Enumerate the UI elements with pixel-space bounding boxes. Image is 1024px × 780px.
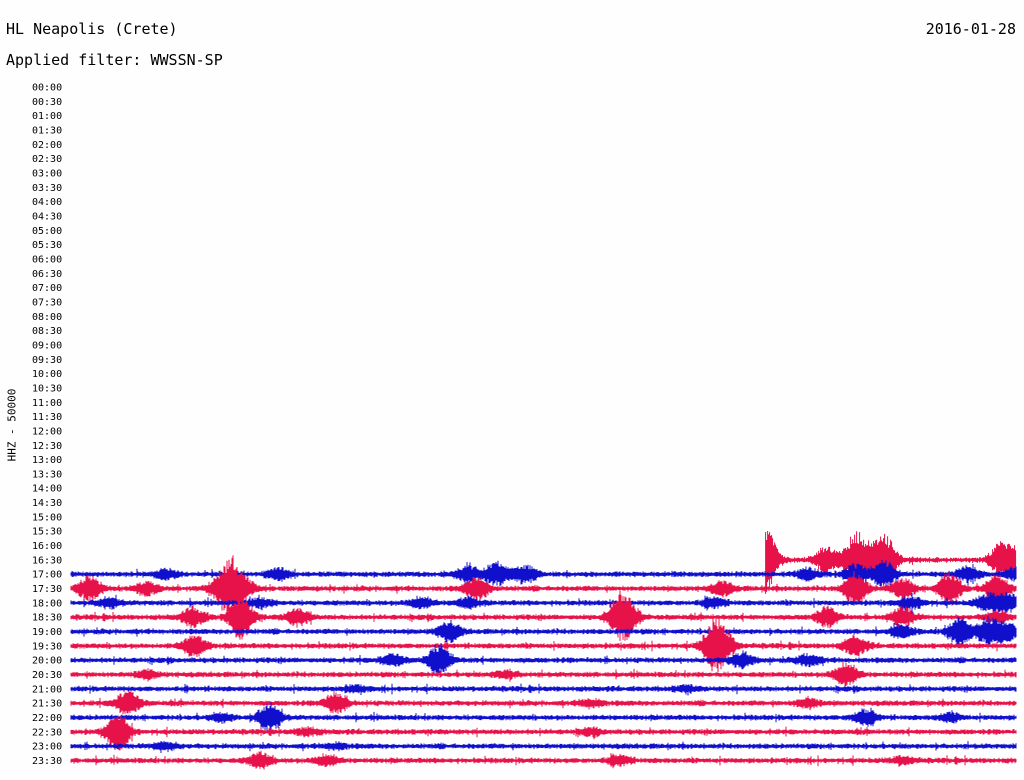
time-tick-1630: 16:30 [32, 555, 62, 566]
time-tick-0430: 04:30 [32, 211, 62, 222]
seismogram-traces [70, 531, 1017, 770]
time-tick-2100: 21:00 [32, 684, 62, 695]
time-tick-1430: 14:30 [32, 498, 62, 509]
filter-label: Applied filter: WWSSN-SP [6, 51, 223, 69]
time-tick-0700: 07:00 [32, 283, 62, 294]
time-tick-0830: 08:30 [32, 326, 62, 337]
time-tick-0930: 09:30 [32, 355, 62, 366]
time-tick-1400: 14:00 [32, 484, 62, 495]
station-title: HL Neapolis (Crete) [6, 20, 178, 38]
time-tick-1530: 15:30 [32, 527, 62, 538]
time-tick-0500: 05:00 [32, 226, 62, 237]
time-tick-0230: 02:30 [32, 154, 62, 165]
time-tick-0530: 05:30 [32, 240, 62, 251]
time-tick-1330: 13:30 [32, 469, 62, 480]
time-tick-2000: 20:00 [32, 656, 62, 667]
trace-1930 [70, 617, 1017, 673]
time-tick-0730: 07:30 [32, 297, 62, 308]
time-tick-1130: 11:30 [32, 412, 62, 423]
time-tick-0000: 00:00 [32, 83, 62, 94]
time-tick-1700: 17:00 [32, 570, 62, 581]
time-tick-0200: 02:00 [32, 140, 62, 151]
time-tick-1200: 12:00 [32, 426, 62, 437]
time-tick-1800: 18:00 [32, 598, 62, 609]
time-tick-0600: 06:00 [32, 254, 62, 265]
time-tick-0030: 00:30 [32, 97, 62, 108]
time-tick-0330: 03:30 [32, 183, 62, 194]
date-label: 2016-01-28 [925, 20, 1016, 38]
time-tick-2300: 23:00 [32, 742, 62, 753]
time-tick-0400: 04:00 [32, 197, 62, 208]
time-tick-1500: 15:00 [32, 512, 62, 523]
time-tick-1930: 19:30 [32, 641, 62, 652]
time-tick-1300: 13:00 [32, 455, 62, 466]
time-tick-1830: 18:30 [32, 613, 62, 624]
time-tick-2130: 21:30 [32, 699, 62, 710]
time-tick-1100: 11:00 [32, 398, 62, 409]
time-tick-1030: 10:30 [32, 383, 62, 394]
time-tick-1900: 19:00 [32, 627, 62, 638]
time-tick-2330: 23:30 [32, 756, 62, 767]
time-tick-0130: 01:30 [32, 125, 62, 136]
time-tick-2200: 22:00 [32, 713, 62, 724]
time-tick-0630: 06:30 [32, 269, 62, 280]
time-tick-0100: 01:00 [32, 111, 62, 122]
time-tick-1000: 10:00 [32, 369, 62, 380]
time-tick-1730: 17:30 [32, 584, 62, 595]
time-tick-0300: 03:00 [32, 168, 62, 179]
time-tick-2030: 20:30 [32, 670, 62, 681]
time-tick-1230: 12:30 [32, 441, 62, 452]
time-tick-0800: 08:00 [32, 312, 62, 323]
time-tick-labels: 00:00 00:30 01:00 01:30 02:00 02:30 03:00 03:30… [32, 83, 62, 768]
time-tick-2230: 22:30 [32, 727, 62, 738]
time-tick-1600: 16:00 [32, 541, 62, 552]
time-tick-0900: 09:00 [32, 340, 62, 351]
